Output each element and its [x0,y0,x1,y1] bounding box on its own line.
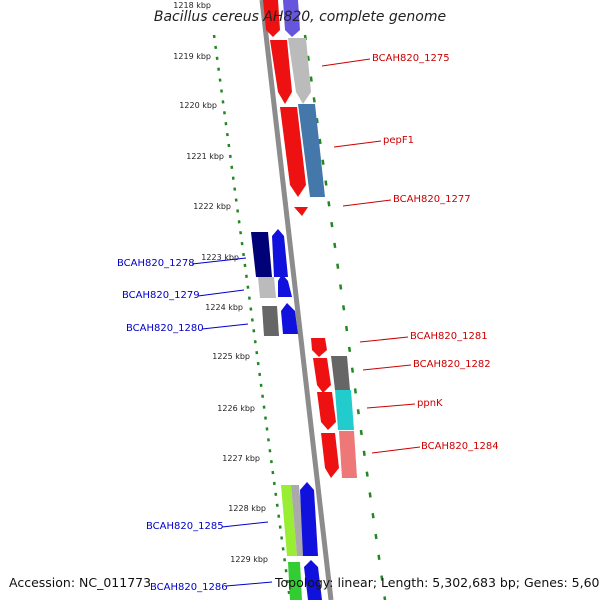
genome-title: Bacillus cereus AH820, complete genome [153,9,447,25]
tick-label: 1222 kbp [193,202,231,211]
gene-BCAH820_1279-blue[interactable] [278,274,292,297]
gene-label-pepF1[interactable]: pepF1 [383,135,414,146]
gene-BCAH820_1280-blue[interactable] [281,303,298,334]
tick-label: 1227 kbp [222,454,260,463]
genome-backbone [259,0,334,600]
leader-line [359,336,409,343]
tick-label: 1225 kbp [212,352,250,361]
leader-line [333,140,382,148]
leader-line [321,58,371,67]
gene-BCAH820_1285-grey[interactable] [291,485,305,556]
gene-ppnK-cyan[interactable] [335,390,354,430]
tick-label: 1228 kbp [228,504,266,513]
gene-BCAH820_1281[interactable] [311,338,327,357]
gene-block-top-purple[interactable] [283,0,300,37]
leader-line [371,446,421,454]
gene-label-BCAH820_1275[interactable]: BCAH820_1275 [372,53,450,64]
gene-label-BCAH820_1286[interactable]: BCAH820_1286 [150,582,228,593]
leader-line [362,364,412,371]
gene-BCAH820_1282-red[interactable] [313,358,331,393]
tick-label: 1220 kbp [179,101,217,110]
leader-line [197,289,245,297]
gene-label-BCAH820_1278[interactable]: BCAH820_1278 [117,258,195,269]
tick-label: 1223 kbp [201,253,239,262]
gene-label-BCAH820_1281[interactable]: BCAH820_1281 [410,331,488,342]
gene-label-BCAH820_1282[interactable]: BCAH820_1282 [413,359,491,370]
gene-BCAH820_1275-red[interactable] [270,40,292,104]
gene-label-BCAH820_1285[interactable]: BCAH820_1285 [146,521,224,532]
tick-label: 1229 kbp [230,555,268,564]
gene-ppnK-red[interactable] [317,392,336,430]
gene-BCAH820_1279-grey[interactable] [258,277,276,298]
gene-label-BCAH820_1279[interactable]: BCAH820_1279 [122,290,200,301]
gene-label-BCAH820_1280[interactable]: BCAH820_1280 [126,323,204,334]
gene-BCAH820_1280-grey[interactable] [262,306,279,336]
gene-BCAH820_1284-red[interactable] [321,433,339,478]
gene-block-top-red[interactable] [263,0,280,37]
gene-BCAH820_1286-green[interactable] [288,562,302,600]
leader-line [225,581,273,587]
genome-info-label: Topology: linear; Length: 5,302,683 bp; … [275,575,600,590]
gene-label-BCAH820_1284[interactable]: BCAH820_1284 [421,441,499,452]
tick-label: 1219 kbp [173,52,211,61]
accession-label: Accession: NC_011773 [9,575,152,590]
tick-label: 1224 kbp [205,303,243,312]
gene-BCAH820_1277[interactable] [294,207,308,216]
gene-label-ppnK[interactable]: ppnK [417,398,443,409]
leader-line [201,323,249,330]
gene-pepF1-blue[interactable] [298,104,325,197]
leader-line [342,199,392,207]
left-guide-line [212,34,292,600]
gene-BCAH820_1285-green[interactable] [281,485,297,556]
gene-pepF1-red[interactable] [280,107,306,197]
gene-BCAH820_1282-grey[interactable] [331,356,350,390]
tick-label: 1218 kbp [173,1,211,10]
gene-BCAH820_1286-blue[interactable] [304,560,322,600]
gene-BCAH820_1285-blue[interactable] [300,482,318,556]
gene-BCAH820_1278-blue[interactable] [272,229,288,277]
tick-label: 1226 kbp [217,404,255,413]
leader-line [221,521,269,528]
gene-label-BCAH820_1277[interactable]: BCAH820_1277 [393,194,471,205]
gene-BCAH820_1278-navy[interactable] [251,232,272,277]
leader-line [366,403,416,409]
tick-label: 1221 kbp [186,152,224,161]
gene-BCAH820_1284-pink[interactable] [339,431,357,478]
gene-BCAH820_1275-shade[interactable] [288,38,311,104]
leader-line [191,257,247,265]
